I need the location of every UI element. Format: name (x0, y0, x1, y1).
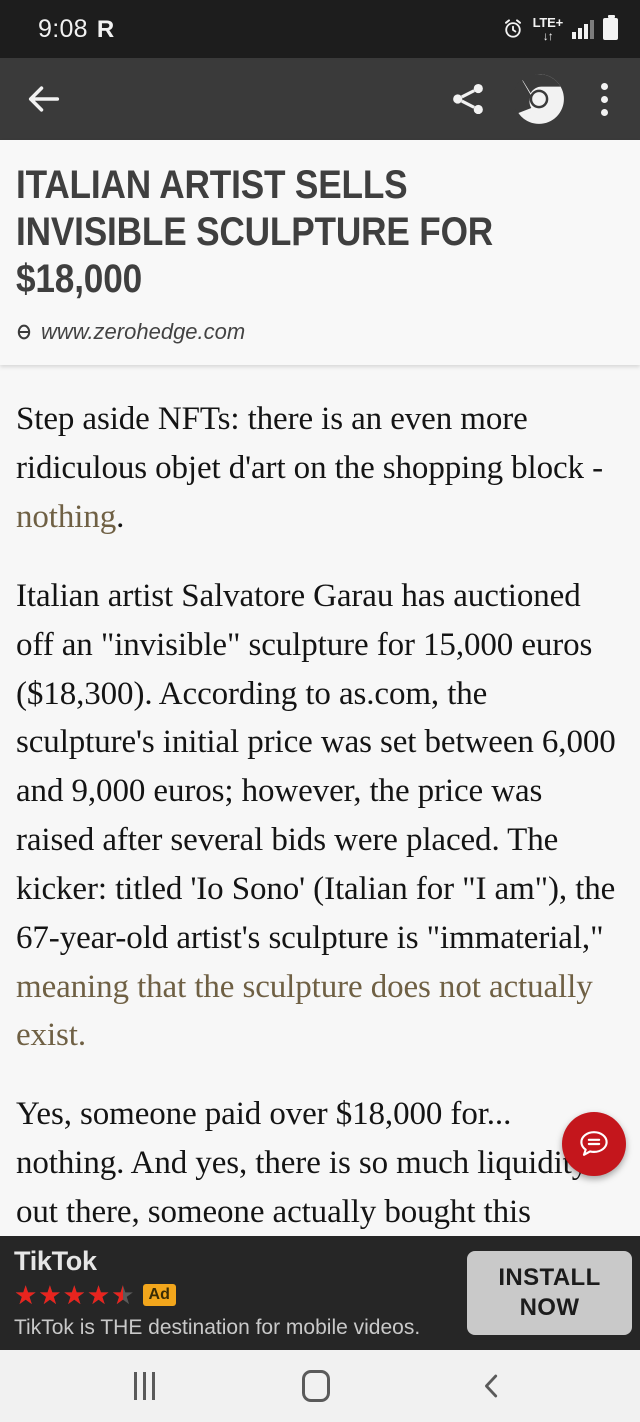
inline-link[interactable]: nothing (16, 499, 117, 536)
data-arrows: ↓↑ (542, 29, 554, 43)
ad-badge: Ad (142, 1284, 176, 1306)
battery-icon (603, 15, 618, 40)
stars-empty: ★★★★★ (14, 1280, 136, 1310)
article-header: ITALIAN ARTIST SELLS INVISIBLE SCULPTURE… (0, 140, 640, 366)
paragraph-text: Italian artist Salvatore Garau has aucti… (16, 577, 616, 956)
paragraph-text: Step aside NFTs: there is an even more r… (16, 401, 603, 487)
back-arrow-glyph (28, 86, 60, 112)
article-body: Step aside NFTs: there is an even more r… (0, 365, 640, 1236)
chrome-icon[interactable] (513, 73, 565, 125)
system-nav-bar (0, 1350, 640, 1422)
source-row: www.zerohedge.com (16, 319, 624, 345)
inline-link[interactable]: meaning that the sculpture does not actu… (16, 968, 593, 1054)
globe-icon (17, 324, 31, 340)
paragraph: Yes, someone paid over $18,000 for... no… (16, 1090, 624, 1236)
paragraph-text: . (116, 499, 125, 536)
network-label: LTE+ (532, 15, 564, 30)
overflow-menu-icon[interactable] (591, 77, 618, 122)
ringer-mode-indicator: R (96, 15, 115, 43)
star-rating-icon: ★★★★★ ★★★★★ (14, 1282, 136, 1308)
ad-description: TikTok is THE destination for mobile vid… (14, 1316, 421, 1339)
recents-icon[interactable] (133, 1372, 155, 1400)
alarm-icon (504, 19, 521, 38)
install-line-1: INSTALL (498, 1264, 601, 1291)
chrome-glyph (513, 74, 564, 124)
menu-dot (601, 82, 608, 90)
ad-info: TikTok ★★★★★ ★★★★★ Ad TikTok is THE dest… (14, 1246, 420, 1340)
share-glyph (453, 83, 483, 115)
ad-banner[interactable]: TikTok ★★★★★ ★★★★★ Ad TikTok is THE dest… (0, 1236, 640, 1350)
home-icon[interactable] (301, 1370, 330, 1402)
paragraph: Step aside NFTs: there is an even more r… (16, 395, 624, 541)
source-url[interactable]: www.zerohedge.com (41, 319, 246, 345)
install-line-2: NOW (519, 1294, 580, 1321)
signal-icon (572, 19, 594, 39)
browser-toolbar (0, 58, 640, 140)
page-title: ITALIAN ARTIST SELLS INVISIBLE SCULPTURE… (16, 163, 494, 301)
lte-icon: LTE+ ↓↑ (532, 15, 564, 43)
ad-rating: ★★★★★ ★★★★★ Ad (14, 1282, 420, 1308)
stars-filled: ★★★★★ (14, 1282, 123, 1308)
back-arrow-icon[interactable] (24, 79, 64, 119)
share-icon[interactable] (449, 80, 487, 118)
status-bar-right: LTE+ ↓↑ (502, 15, 618, 43)
ad-app-name: TikTok (14, 1246, 97, 1276)
clock-time: 9:08 (38, 14, 88, 43)
chat-bubble-glyph (580, 1131, 608, 1156)
toolbar-actions (449, 73, 618, 125)
menu-dot (601, 95, 608, 103)
install-now-button[interactable]: INSTALL NOW (467, 1251, 632, 1335)
chat-bubble-icon[interactable] (562, 1112, 626, 1176)
back-icon[interactable] (477, 1371, 507, 1401)
status-bar: 9:08 R LTE+ ↓↑ (0, 0, 640, 58)
status-bar-left: 9:08 R (38, 15, 114, 44)
paragraph: Italian artist Salvatore Garau has aucti… (16, 572, 624, 1060)
menu-dot (601, 108, 608, 116)
paragraph-text: Yes, someone paid over $18,000 for... no… (16, 1096, 589, 1230)
